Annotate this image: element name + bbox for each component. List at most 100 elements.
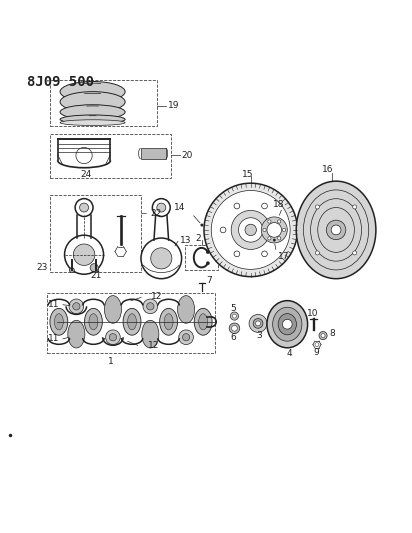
Circle shape — [143, 299, 158, 313]
Circle shape — [232, 326, 237, 331]
Circle shape — [319, 332, 327, 340]
Circle shape — [80, 203, 89, 212]
Text: 11: 11 — [47, 300, 59, 309]
Text: 3: 3 — [257, 331, 262, 340]
Ellipse shape — [60, 82, 125, 102]
Text: 11: 11 — [47, 334, 59, 343]
Ellipse shape — [123, 309, 141, 335]
Circle shape — [220, 227, 226, 233]
Circle shape — [276, 227, 281, 233]
Circle shape — [70, 268, 74, 272]
Circle shape — [268, 220, 271, 223]
Bar — [49, 196, 141, 272]
Circle shape — [75, 199, 93, 216]
Ellipse shape — [296, 181, 376, 279]
Ellipse shape — [278, 313, 296, 335]
Circle shape — [206, 251, 209, 254]
Text: 19: 19 — [168, 101, 179, 110]
Circle shape — [353, 251, 357, 255]
Text: 8: 8 — [330, 329, 335, 338]
Text: 18: 18 — [274, 200, 285, 209]
Circle shape — [179, 330, 193, 344]
Text: 20: 20 — [181, 150, 192, 159]
Circle shape — [315, 251, 319, 255]
Text: 1: 1 — [108, 357, 114, 366]
Circle shape — [151, 248, 172, 269]
Circle shape — [273, 239, 276, 241]
Circle shape — [253, 319, 263, 328]
Circle shape — [282, 228, 286, 231]
Circle shape — [94, 268, 99, 272]
Text: 4: 4 — [286, 349, 292, 358]
Text: 24: 24 — [80, 170, 91, 179]
Ellipse shape — [60, 105, 125, 119]
Ellipse shape — [267, 301, 308, 348]
Ellipse shape — [89, 314, 98, 330]
Circle shape — [230, 312, 239, 320]
Circle shape — [69, 299, 84, 313]
Circle shape — [315, 343, 319, 346]
Ellipse shape — [273, 307, 302, 341]
Circle shape — [239, 217, 263, 242]
Ellipse shape — [178, 296, 194, 323]
Ellipse shape — [194, 309, 212, 335]
Circle shape — [204, 183, 297, 277]
Text: 6: 6 — [231, 333, 236, 342]
Circle shape — [262, 251, 267, 257]
Text: 21: 21 — [90, 271, 101, 279]
Text: 13: 13 — [180, 236, 192, 245]
Circle shape — [321, 334, 325, 337]
Ellipse shape — [68, 320, 85, 348]
Circle shape — [157, 203, 166, 212]
Bar — [49, 79, 157, 126]
Text: 14: 14 — [174, 203, 185, 212]
Circle shape — [141, 238, 182, 279]
Ellipse shape — [104, 296, 122, 323]
Ellipse shape — [128, 314, 136, 330]
Circle shape — [353, 205, 357, 209]
Text: 9: 9 — [313, 348, 319, 357]
Text: 12: 12 — [151, 292, 163, 301]
Circle shape — [234, 203, 240, 209]
Circle shape — [206, 262, 209, 265]
Circle shape — [231, 211, 270, 249]
Circle shape — [201, 224, 203, 227]
Circle shape — [245, 224, 256, 236]
Circle shape — [278, 220, 281, 223]
Circle shape — [331, 225, 341, 235]
Text: 8J09 500: 8J09 500 — [27, 75, 94, 88]
Circle shape — [263, 228, 266, 231]
Circle shape — [183, 334, 190, 341]
Text: 16: 16 — [322, 165, 334, 174]
Circle shape — [267, 223, 281, 237]
Ellipse shape — [160, 309, 178, 335]
Circle shape — [261, 217, 287, 243]
Circle shape — [229, 323, 240, 334]
Text: 2: 2 — [195, 233, 201, 243]
Ellipse shape — [84, 309, 102, 335]
Circle shape — [232, 314, 236, 318]
Circle shape — [278, 237, 281, 240]
Circle shape — [282, 319, 292, 329]
Circle shape — [90, 264, 98, 272]
Text: 7: 7 — [206, 276, 212, 285]
Circle shape — [109, 334, 117, 341]
Text: 12: 12 — [148, 341, 159, 350]
Circle shape — [262, 203, 267, 209]
Text: 10: 10 — [307, 309, 318, 318]
Ellipse shape — [60, 115, 125, 124]
Bar — [47, 293, 215, 353]
Ellipse shape — [199, 314, 208, 330]
Text: 22: 22 — [150, 209, 161, 218]
Ellipse shape — [50, 309, 68, 335]
Circle shape — [234, 251, 240, 257]
Circle shape — [105, 330, 120, 344]
Ellipse shape — [142, 320, 159, 348]
Circle shape — [147, 303, 154, 310]
Text: 23: 23 — [36, 263, 47, 272]
Circle shape — [326, 220, 346, 240]
Ellipse shape — [164, 314, 173, 330]
Text: 15: 15 — [242, 169, 253, 179]
Circle shape — [73, 244, 95, 265]
Ellipse shape — [60, 120, 125, 125]
